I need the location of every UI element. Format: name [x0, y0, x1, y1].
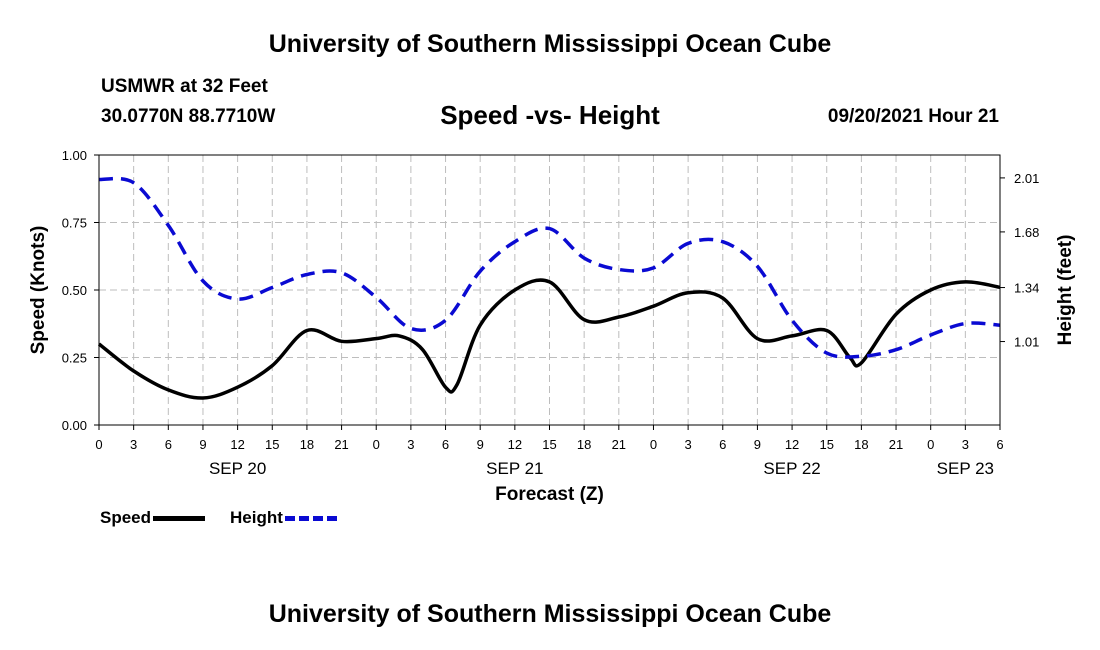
chart-title-bottom: University of Southern Mississippi Ocean…: [268, 600, 832, 628]
x-tick-label: 15: [819, 437, 833, 452]
x-tick-label: 12: [785, 437, 799, 452]
x-tick-label: 15: [542, 437, 556, 452]
chart-title-top: University of Southern Mississippi Ocean…: [268, 30, 832, 58]
date-label: SEP 23: [937, 459, 994, 478]
x-tick-label: 0: [927, 437, 934, 452]
x-tick-label: 3: [962, 437, 969, 452]
x-tick-label: 18: [854, 437, 868, 452]
x-tick-label: 18: [300, 437, 314, 452]
x-tick-label: 9: [477, 437, 484, 452]
x-tick-label: 6: [442, 437, 449, 452]
legend-speed-swatch: [153, 515, 206, 521]
x-tick-label: 6: [719, 437, 726, 452]
y2-tick-label: 1.68: [1014, 225, 1039, 240]
y-tick-label: 1.00: [62, 148, 87, 163]
y-tick-label: 0.00: [62, 418, 87, 433]
legend-height-swatch: [284, 515, 337, 521]
station-label: USMWR at 32 Feet: [101, 76, 268, 97]
x-tick-label: 12: [230, 437, 244, 452]
legend-speed-label: Speed: [100, 508, 152, 527]
y-axis-label: Speed (Knots): [28, 226, 49, 355]
legend-height: Height: [230, 508, 337, 528]
grid-layer: [99, 155, 1000, 425]
y2-axis-label: Height (feet): [1055, 235, 1076, 346]
series-layer: [97, 176, 1001, 400]
axis-layer: 0 3 6 9 12 15 18 21 0 3 6 9 12 15 18 21 0 3 6 9 12 15 18 21 0 3 6S…: [62, 148, 1040, 478]
date-label: SEP 20: [209, 459, 266, 478]
x-tick-label: 0: [373, 437, 380, 452]
legend-height-label: Height: [230, 508, 283, 527]
x-tick-label: 6: [165, 437, 172, 452]
x-tick-label: 3: [130, 437, 137, 452]
y-tick-label: 0.50: [62, 283, 87, 298]
chart-subtitle: Speed -vs- Height: [440, 100, 660, 130]
y2-tick-label: 1.01: [1014, 335, 1039, 350]
x-tick-label: 9: [754, 437, 761, 452]
x-tick-label: 3: [407, 437, 414, 452]
y2-tick-label: 1.34: [1014, 281, 1039, 296]
x-tick-label: 3: [684, 437, 691, 452]
forecast-datetime: 09/20/2021 Hour 21: [827, 106, 999, 127]
x-tick-label: 18: [577, 437, 591, 452]
date-label: SEP 21: [486, 459, 543, 478]
series-line-height: [98, 176, 1001, 359]
y-tick-label: 0.25: [62, 351, 87, 366]
x-tick-label: 21: [889, 437, 903, 452]
x-tick-label: 12: [508, 437, 522, 452]
x-tick-label: 6: [996, 437, 1003, 452]
x-tick-label: 0: [650, 437, 657, 452]
x-tick-label: 9: [199, 437, 206, 452]
x-axis-label: Forecast (Z): [495, 484, 604, 505]
date-label: SEP 22: [763, 459, 820, 478]
coordinates-label: 30.0770N 88.7710W: [101, 106, 276, 127]
x-tick-label: 21: [612, 437, 626, 452]
y2-tick-label: 2.01: [1014, 171, 1039, 186]
x-tick-label: 21: [334, 437, 348, 452]
legend-speed: Speed: [100, 508, 206, 528]
speed-height-chart: 0 3 6 9 12 15 18 21 0 3 6 9 12 15 18 21 0 3 6 9 12 15 18 21 0 3 6S…: [28, 148, 1076, 505]
y-tick-label: 0.75: [62, 216, 87, 231]
x-tick-label: 15: [265, 437, 279, 452]
x-tick-label: 0: [95, 437, 102, 452]
